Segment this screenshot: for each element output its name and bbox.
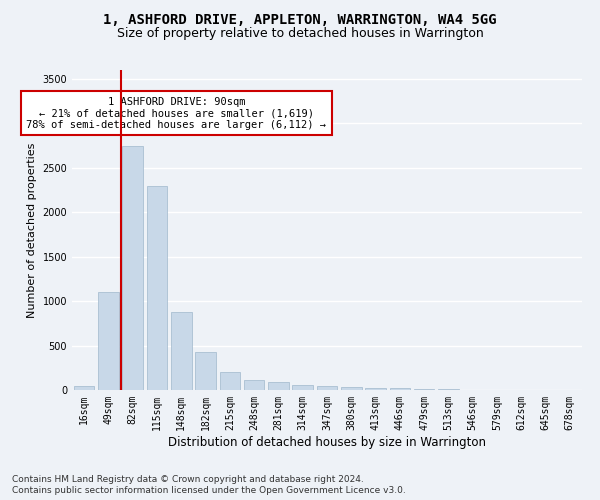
- Bar: [341, 388, 362, 390]
- Bar: [98, 292, 119, 390]
- Bar: [171, 312, 191, 390]
- Bar: [74, 386, 94, 390]
- Text: 1 ASHFORD DRIVE: 90sqm
← 21% of detached houses are smaller (1,619)
78% of semi-: 1 ASHFORD DRIVE: 90sqm ← 21% of detached…: [26, 96, 326, 130]
- Bar: [244, 380, 265, 390]
- Bar: [292, 385, 313, 390]
- Bar: [317, 386, 337, 390]
- Bar: [146, 186, 167, 390]
- Bar: [195, 352, 216, 390]
- Bar: [414, 389, 434, 390]
- X-axis label: Distribution of detached houses by size in Warrington: Distribution of detached houses by size …: [168, 436, 486, 448]
- Bar: [438, 389, 459, 390]
- Text: Contains public sector information licensed under the Open Government Licence v3: Contains public sector information licen…: [12, 486, 406, 495]
- Bar: [365, 388, 386, 390]
- Bar: [389, 388, 410, 390]
- Text: Size of property relative to detached houses in Warrington: Size of property relative to detached ho…: [116, 28, 484, 40]
- Bar: [268, 382, 289, 390]
- Y-axis label: Number of detached properties: Number of detached properties: [27, 142, 37, 318]
- Text: Contains HM Land Registry data © Crown copyright and database right 2024.: Contains HM Land Registry data © Crown c…: [12, 475, 364, 484]
- Bar: [122, 146, 143, 390]
- Text: 1, ASHFORD DRIVE, APPLETON, WARRINGTON, WA4 5GG: 1, ASHFORD DRIVE, APPLETON, WARRINGTON, …: [103, 12, 497, 26]
- Bar: [220, 372, 240, 390]
